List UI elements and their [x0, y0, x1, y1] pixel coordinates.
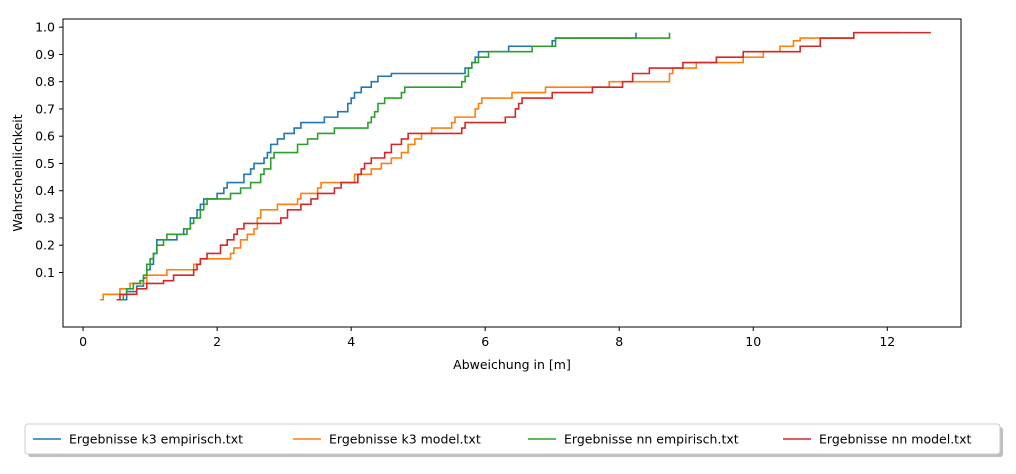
y-axis-ticks: 0.1 0.2 0.3 0.4 0.5 0.6 0.7 0.8 0.9 1.0	[35, 20, 63, 280]
series-line-4	[116, 31, 931, 301]
y-tick-label: 0.6	[35, 129, 55, 144]
x-tick-label: 0	[79, 334, 87, 349]
x-tick-label: 10	[745, 334, 761, 349]
x-axis-ticks: 0 2 4 6 8 10 12	[79, 327, 895, 349]
x-tick-label: 4	[347, 334, 355, 349]
series-line-3	[119, 32, 671, 301]
x-tick-label: 6	[481, 334, 489, 349]
series-line-2	[99, 31, 901, 301]
x-tick-label: 8	[615, 334, 623, 349]
y-tick-label: 0.4	[35, 183, 55, 198]
legend: Ergebnisse k3 empirisch.txt Ergebnisse k3…	[24, 423, 1003, 457]
legend-box	[24, 423, 1001, 455]
legend-label-4: Ergebnisse nn model.txt	[819, 432, 971, 447]
legend-label-3: Ergebnisse nn empirisch.txt	[564, 432, 739, 447]
y-tick-label: 0.9	[35, 47, 55, 62]
x-tick-label: 12	[879, 334, 895, 349]
y-tick-label: 0.1	[35, 265, 55, 280]
y-axis-title: Wahrscheinlichkeit	[10, 114, 25, 231]
y-tick-label: 0.7	[35, 101, 55, 116]
plot-frame	[62, 18, 962, 328]
y-tick-label: 0.5	[35, 156, 55, 171]
legend-entries: Ergebnisse k3 empirisch.txt Ergebnisse k3…	[33, 432, 971, 447]
y-tick-label: 0.3	[35, 210, 55, 225]
x-axis-title: Abweichung in [m]	[453, 357, 571, 372]
y-tick-label: 1.0	[35, 20, 55, 35]
y-tick-label: 0.8	[35, 74, 55, 89]
x-tick-label: 2	[213, 334, 221, 349]
legend-label-2: Ergebnisse k3 model.txt	[329, 432, 481, 447]
series-layer	[99, 31, 931, 301]
legend-label-1: Ergebnisse k3 empirisch.txt	[69, 432, 243, 447]
y-tick-label: 0.2	[35, 238, 55, 253]
